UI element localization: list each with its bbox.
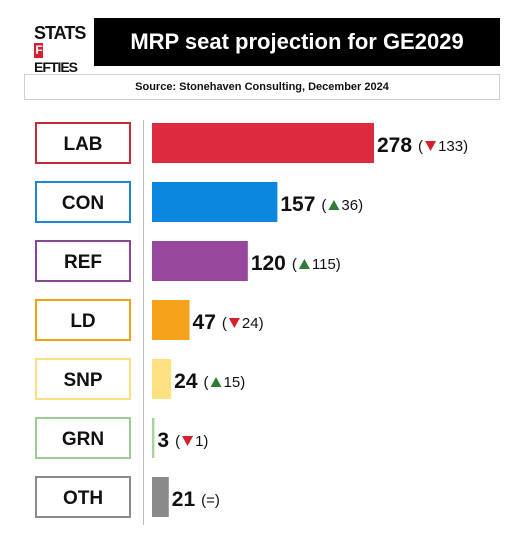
logo-line-2: FEFTIES xyxy=(34,43,78,75)
axis-divider xyxy=(143,120,144,525)
party-label-ld: LD xyxy=(70,311,95,332)
up-arrow-icon-snp xyxy=(210,377,222,387)
change-label-ref: ( 115) xyxy=(292,256,341,273)
value-label-con: 157 xyxy=(280,193,315,216)
party-label-box-con xyxy=(35,181,131,223)
party-label-box-oth xyxy=(35,476,131,518)
bar-lab xyxy=(152,123,374,163)
logo-line-1: STATS xyxy=(34,23,86,43)
party-label-box-lab xyxy=(35,122,131,164)
down-arrow-icon-grn xyxy=(182,436,194,446)
party-label-oth: OTH xyxy=(63,488,103,509)
change-label-oth: (=) xyxy=(201,492,220,509)
bar-oth xyxy=(152,477,169,517)
value-label-snp: 24 xyxy=(174,370,198,393)
up-arrow-icon-ref xyxy=(298,259,310,269)
party-label-box-snp xyxy=(35,358,131,400)
logo-letter-box: F xyxy=(34,43,43,58)
party-label-box-grn xyxy=(35,417,131,459)
bar-snp xyxy=(152,359,172,399)
stats-for-lefties-logo: STATS FEFTIES xyxy=(34,24,86,75)
value-label-lab: 278 xyxy=(377,134,412,157)
bar-grn xyxy=(152,418,155,458)
value-label-oth: 21 xyxy=(172,488,196,511)
bar-ld xyxy=(152,300,190,340)
chart-title: MRP seat projection for GE2029 xyxy=(94,18,500,66)
party-label-grn: GRN xyxy=(62,429,104,450)
logo-line-2-text: EFTIES xyxy=(34,59,78,75)
party-label-box-ref xyxy=(35,240,131,282)
party-label-con: CON xyxy=(62,193,104,214)
bar-ref xyxy=(152,241,248,281)
change-label-snp: ( 15) xyxy=(204,374,246,391)
value-label-ld: 47 xyxy=(193,311,216,334)
change-label-ld: ( 24) xyxy=(222,315,264,332)
source-note: Source: Stonehaven Consulting, December … xyxy=(24,74,500,100)
party-label-lab: LAB xyxy=(63,134,102,155)
value-label-ref: 120 xyxy=(251,252,286,275)
up-arrow-icon-con xyxy=(328,200,340,210)
change-label-grn: ( 1) xyxy=(175,433,208,450)
change-label-con: ( 36) xyxy=(321,197,363,214)
bar-con xyxy=(152,182,278,222)
party-label-ref: REF xyxy=(64,252,102,273)
party-label-box-ld xyxy=(35,299,131,341)
change-label-lab: ( 133) xyxy=(418,138,468,155)
party-label-snp: SNP xyxy=(63,370,102,391)
value-label-grn: 3 xyxy=(157,429,169,452)
down-arrow-icon-ld xyxy=(228,318,240,328)
down-arrow-icon-lab xyxy=(425,141,437,151)
